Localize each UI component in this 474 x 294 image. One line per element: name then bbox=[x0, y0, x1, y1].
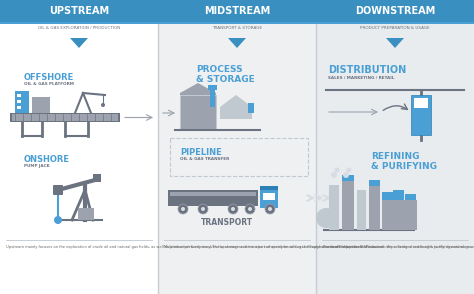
Text: DISTRIBUTION: DISTRIBUTION bbox=[328, 65, 406, 75]
Text: TRANSPORT & STORAGE: TRANSPORT & STORAGE bbox=[212, 26, 262, 30]
Circle shape bbox=[343, 172, 349, 178]
Text: REFINING: REFINING bbox=[371, 152, 419, 161]
FancyBboxPatch shape bbox=[168, 190, 258, 206]
Circle shape bbox=[101, 103, 105, 107]
FancyBboxPatch shape bbox=[53, 185, 63, 195]
FancyBboxPatch shape bbox=[393, 190, 404, 200]
Text: MIDSTREAM: MIDSTREAM bbox=[204, 6, 270, 16]
FancyBboxPatch shape bbox=[316, 0, 474, 294]
FancyBboxPatch shape bbox=[158, 0, 316, 294]
FancyBboxPatch shape bbox=[382, 200, 417, 230]
FancyBboxPatch shape bbox=[369, 180, 380, 230]
FancyBboxPatch shape bbox=[0, 0, 158, 22]
Circle shape bbox=[265, 204, 275, 214]
Circle shape bbox=[335, 168, 339, 173]
Text: & STORAGE: & STORAGE bbox=[196, 75, 255, 84]
Polygon shape bbox=[228, 38, 246, 48]
FancyBboxPatch shape bbox=[180, 95, 216, 130]
Text: ONSHORE: ONSHORE bbox=[24, 155, 70, 164]
Text: Midstream primarily involves the storage and transport of upstream oil & gas thr: Midstream primarily involves the storage… bbox=[164, 245, 474, 249]
FancyBboxPatch shape bbox=[260, 190, 278, 208]
Circle shape bbox=[228, 204, 238, 214]
Circle shape bbox=[316, 208, 336, 228]
Text: OIL & GAS PLATFORM: OIL & GAS PLATFORM bbox=[24, 82, 74, 86]
Text: SALES / MARKETING / RETAIL: SALES / MARKETING / RETAIL bbox=[328, 76, 394, 80]
Polygon shape bbox=[386, 38, 404, 48]
FancyBboxPatch shape bbox=[93, 174, 101, 182]
FancyBboxPatch shape bbox=[263, 193, 275, 200]
FancyBboxPatch shape bbox=[210, 87, 215, 107]
Circle shape bbox=[268, 207, 272, 211]
FancyBboxPatch shape bbox=[158, 22, 316, 24]
Circle shape bbox=[198, 204, 208, 214]
FancyBboxPatch shape bbox=[316, 0, 474, 22]
Text: OIL & GAS EXPLORATION / PRODUCTION: OIL & GAS EXPLORATION / PRODUCTION bbox=[38, 26, 120, 30]
FancyBboxPatch shape bbox=[414, 98, 428, 108]
FancyBboxPatch shape bbox=[357, 190, 366, 230]
Circle shape bbox=[178, 204, 188, 214]
FancyBboxPatch shape bbox=[170, 192, 256, 196]
Circle shape bbox=[181, 207, 185, 211]
FancyBboxPatch shape bbox=[382, 192, 393, 200]
Circle shape bbox=[201, 207, 205, 211]
FancyBboxPatch shape bbox=[158, 0, 316, 22]
FancyBboxPatch shape bbox=[10, 113, 120, 122]
FancyBboxPatch shape bbox=[329, 185, 339, 230]
FancyBboxPatch shape bbox=[32, 97, 50, 113]
Text: & PURIFYING: & PURIFYING bbox=[371, 162, 437, 171]
FancyBboxPatch shape bbox=[15, 91, 29, 113]
Circle shape bbox=[346, 168, 352, 173]
Text: UPSTREAM: UPSTREAM bbox=[49, 6, 109, 16]
FancyBboxPatch shape bbox=[342, 175, 354, 181]
FancyBboxPatch shape bbox=[12, 114, 118, 121]
FancyBboxPatch shape bbox=[220, 107, 252, 119]
Text: Upstream mainly focuses on the exploration of crude oil and natural gas fields, : Upstream mainly focuses on the explorati… bbox=[6, 245, 383, 249]
Text: PROCESS: PROCESS bbox=[196, 65, 243, 74]
Circle shape bbox=[248, 207, 252, 211]
FancyBboxPatch shape bbox=[369, 180, 380, 186]
Circle shape bbox=[331, 172, 337, 178]
Text: DOWNSTREAM: DOWNSTREAM bbox=[355, 6, 435, 16]
Text: PIPELINE: PIPELINE bbox=[180, 148, 222, 157]
FancyBboxPatch shape bbox=[411, 95, 431, 135]
Text: The downstream sector focuses on the refining of crude oil & purifying natural g: The downstream sector focuses on the ref… bbox=[322, 245, 474, 249]
Polygon shape bbox=[180, 83, 216, 95]
FancyBboxPatch shape bbox=[316, 22, 474, 24]
FancyBboxPatch shape bbox=[17, 106, 21, 109]
FancyBboxPatch shape bbox=[405, 194, 416, 200]
Circle shape bbox=[54, 216, 62, 224]
FancyBboxPatch shape bbox=[342, 175, 354, 230]
Text: OIL & GAS TRANSFER: OIL & GAS TRANSFER bbox=[180, 157, 229, 161]
Polygon shape bbox=[70, 38, 88, 48]
Text: PUMP JACK: PUMP JACK bbox=[24, 164, 50, 168]
FancyBboxPatch shape bbox=[17, 94, 21, 97]
Polygon shape bbox=[220, 95, 252, 115]
FancyBboxPatch shape bbox=[260, 186, 278, 190]
Circle shape bbox=[231, 207, 235, 211]
FancyBboxPatch shape bbox=[17, 100, 21, 103]
Circle shape bbox=[245, 204, 255, 214]
FancyBboxPatch shape bbox=[78, 208, 94, 220]
FancyBboxPatch shape bbox=[0, 0, 158, 294]
FancyBboxPatch shape bbox=[248, 103, 254, 113]
FancyBboxPatch shape bbox=[208, 85, 217, 90]
FancyBboxPatch shape bbox=[0, 22, 158, 24]
Text: PRODUCT PREPARATION & USAGE: PRODUCT PREPARATION & USAGE bbox=[360, 26, 430, 30]
Text: TRANSPORT: TRANSPORT bbox=[201, 218, 253, 227]
Text: OFFSHORE: OFFSHORE bbox=[24, 73, 74, 82]
